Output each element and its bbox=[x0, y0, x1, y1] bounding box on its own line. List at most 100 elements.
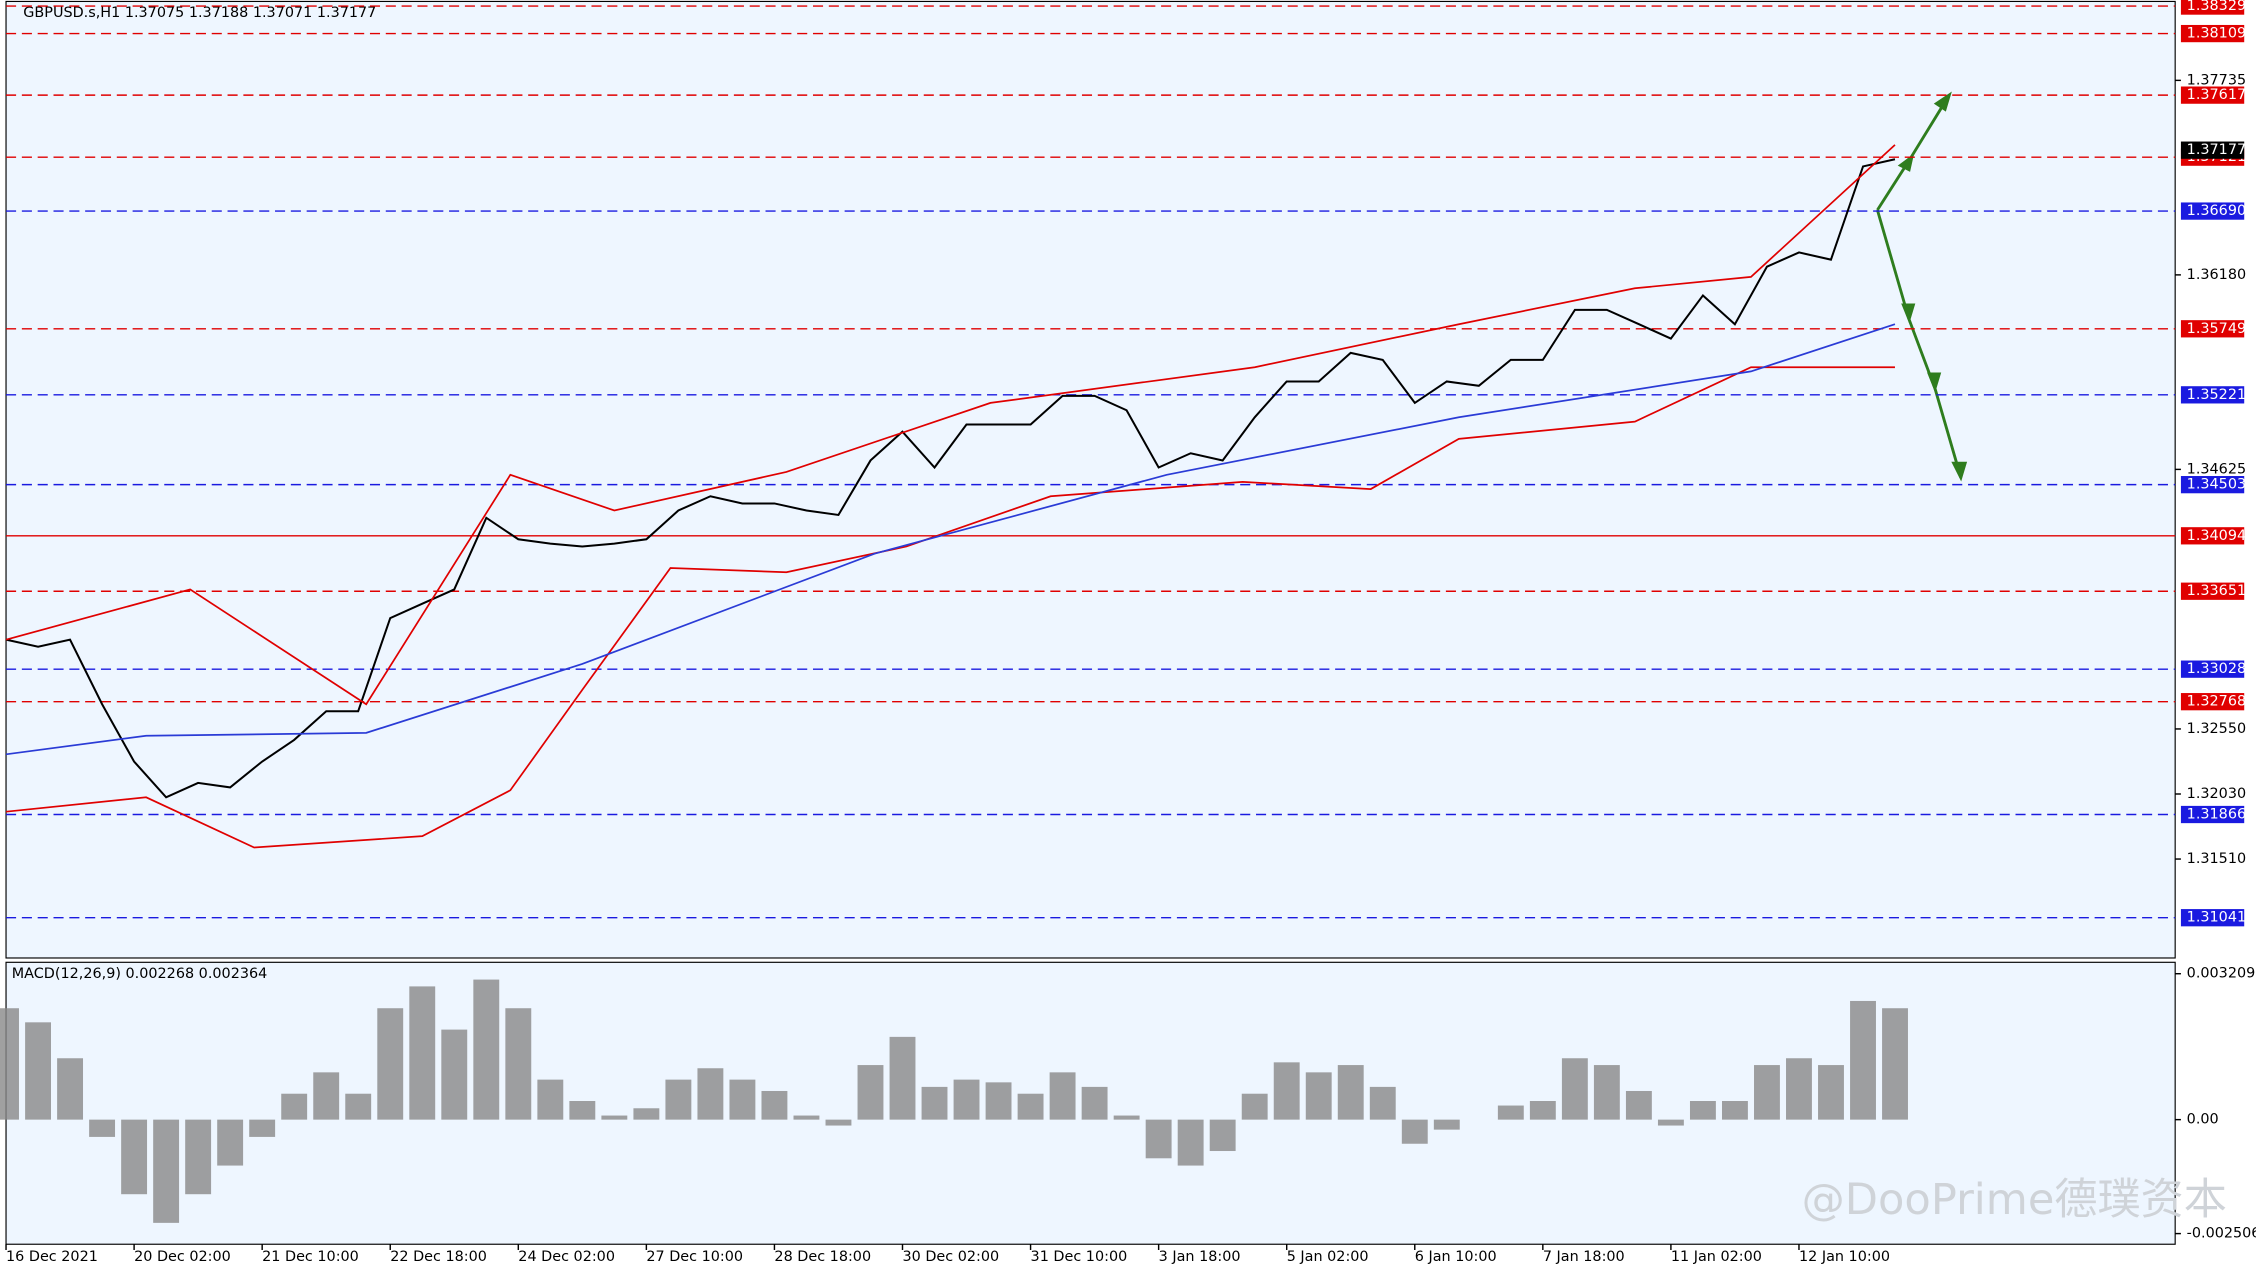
x-tick-label: 31 Dec 10:00 bbox=[1031, 1249, 1128, 1265]
x-tick-label: 12 Jan 10:00 bbox=[1799, 1249, 1890, 1265]
macd-bar bbox=[1561, 1058, 1588, 1120]
macd-bar bbox=[1882, 1008, 1908, 1120]
macd-bar bbox=[153, 1119, 180, 1223]
current-price-label: 1.37177 bbox=[2187, 142, 2246, 158]
y-tick-label: 1.37735 bbox=[2187, 72, 2246, 88]
x-tick-label: 20 Dec 02:00 bbox=[134, 1249, 231, 1265]
level-label-box bbox=[2180, 320, 2245, 338]
macd-bar bbox=[1721, 1100, 1748, 1120]
macd-bar bbox=[1273, 1062, 1300, 1120]
macd-bar bbox=[633, 1108, 660, 1120]
macd-bar bbox=[857, 1065, 884, 1120]
level-label-box bbox=[2180, 24, 2245, 43]
macd-bar bbox=[473, 979, 500, 1120]
macd-bar bbox=[1625, 1090, 1652, 1120]
y-tick-label: 1.32030 bbox=[2187, 786, 2246, 802]
macd-bar bbox=[185, 1119, 212, 1195]
level-label-box bbox=[2180, 693, 2245, 711]
level-label: 1.38329 bbox=[2187, 0, 2246, 14]
chart-title: GBPUSD.s,H1 1.37075 1.37188 1.37071 1.37… bbox=[23, 5, 376, 21]
macd-bar bbox=[217, 1119, 244, 1166]
macd-bar bbox=[1177, 1119, 1204, 1166]
macd-bar bbox=[121, 1119, 148, 1195]
level-label: 1.35749 bbox=[2187, 321, 2246, 337]
macd-bar bbox=[1081, 1086, 1108, 1120]
x-tick-label: 30 Dec 02:00 bbox=[903, 1249, 1000, 1265]
x-tick-label: 24 Dec 02:00 bbox=[518, 1249, 615, 1265]
macd-bar bbox=[1529, 1100, 1556, 1120]
macd-bar bbox=[25, 1022, 51, 1120]
macd-bar bbox=[1497, 1105, 1524, 1120]
level-label: 1.33651 bbox=[2187, 583, 2246, 599]
macd-bar bbox=[889, 1036, 916, 1120]
macd-bar bbox=[1754, 1065, 1780, 1120]
macd-bar bbox=[1593, 1065, 1620, 1120]
macd-bar bbox=[249, 1119, 276, 1137]
level-label-box bbox=[2180, 476, 2245, 494]
level-label: 1.38109 bbox=[2187, 26, 2246, 42]
level-label-box bbox=[2180, 805, 2245, 824]
level-label-box bbox=[2180, 202, 2245, 220]
y-tick-label: 1.32550 bbox=[2187, 721, 2246, 737]
macd-bar bbox=[1241, 1093, 1268, 1120]
y-tick-label: 0.003209 bbox=[2187, 966, 2256, 982]
level-label: 1.34094 bbox=[2187, 528, 2246, 544]
x-tick-label: 21 Dec 10:00 bbox=[262, 1249, 359, 1265]
x-tick-label: 6 Jan 10:00 bbox=[1415, 1249, 1497, 1265]
macd-bar bbox=[537, 1079, 564, 1120]
macd-bar bbox=[761, 1090, 788, 1120]
macd-bar bbox=[1401, 1119, 1428, 1144]
macd-bar bbox=[1689, 1100, 1716, 1120]
level-label-box bbox=[2180, 386, 2245, 404]
level-label: 1.31041 bbox=[2187, 910, 2246, 926]
y-tick-label: 0.00 bbox=[2187, 1112, 2219, 1128]
x-tick-label: 16 Dec 2021 bbox=[6, 1249, 98, 1265]
indicator-line bbox=[5, 144, 1896, 706]
macd-bar bbox=[281, 1093, 308, 1120]
macd-bar bbox=[1786, 1058, 1812, 1120]
x-tick-label: 11 Jan 02:00 bbox=[1671, 1249, 1762, 1265]
macd-bar bbox=[1818, 1065, 1844, 1120]
macd-bar bbox=[729, 1079, 756, 1120]
level-label-box bbox=[2180, 660, 2245, 678]
macd-bar bbox=[1337, 1065, 1364, 1120]
x-tick-label: 7 Jan 18:00 bbox=[1543, 1249, 1625, 1265]
x-tick-label: 3 Jan 18:00 bbox=[1159, 1249, 1241, 1265]
x-tick-label: 22 Dec 18:00 bbox=[390, 1249, 487, 1265]
indicator-line bbox=[5, 366, 1895, 849]
macd-bar bbox=[345, 1093, 372, 1120]
macd-bar bbox=[57, 1058, 84, 1120]
macd-title: MACD(12,26,9) 0.002268 0.002364 bbox=[12, 966, 268, 982]
macd-bar bbox=[1369, 1086, 1396, 1120]
macd-bar bbox=[793, 1115, 820, 1120]
macd-bar bbox=[1305, 1072, 1332, 1120]
level-label-box bbox=[2180, 582, 2245, 600]
macd-bar bbox=[1433, 1119, 1460, 1130]
macd-bar bbox=[601, 1115, 628, 1120]
macd-bar bbox=[697, 1068, 724, 1120]
macd-bar bbox=[409, 986, 436, 1120]
x-tick-label: 5 Jan 02:00 bbox=[1287, 1249, 1369, 1265]
current-price-box bbox=[2180, 141, 2245, 159]
x-tick-label: 27 Dec 10:00 bbox=[646, 1249, 743, 1265]
price-panel bbox=[5, 0, 2176, 959]
level-label: 1.37617 bbox=[2187, 87, 2246, 103]
level-label: 1.31866 bbox=[2187, 807, 2246, 823]
y-tick-label: 1.34625 bbox=[2187, 461, 2246, 477]
watermark: @DooPrime德璞资本 bbox=[1802, 1175, 2227, 1225]
level-label: 1.32768 bbox=[2187, 694, 2246, 710]
level-label: 1.35221 bbox=[2187, 387, 2246, 403]
macd-bar bbox=[1657, 1119, 1684, 1126]
level-label: 1.34503 bbox=[2187, 477, 2246, 493]
y-tick-label: 1.36180 bbox=[2187, 267, 2246, 283]
macd-bar bbox=[825, 1119, 852, 1126]
macd-bar bbox=[1145, 1119, 1172, 1159]
level-label: 1.36690 bbox=[2187, 203, 2246, 219]
macd-bar bbox=[1049, 1072, 1076, 1120]
macd-bar bbox=[377, 1008, 404, 1120]
y-tick-label: 1.31510 bbox=[2187, 851, 2246, 867]
macd-bar bbox=[1113, 1115, 1140, 1120]
macd-bar bbox=[665, 1079, 692, 1120]
